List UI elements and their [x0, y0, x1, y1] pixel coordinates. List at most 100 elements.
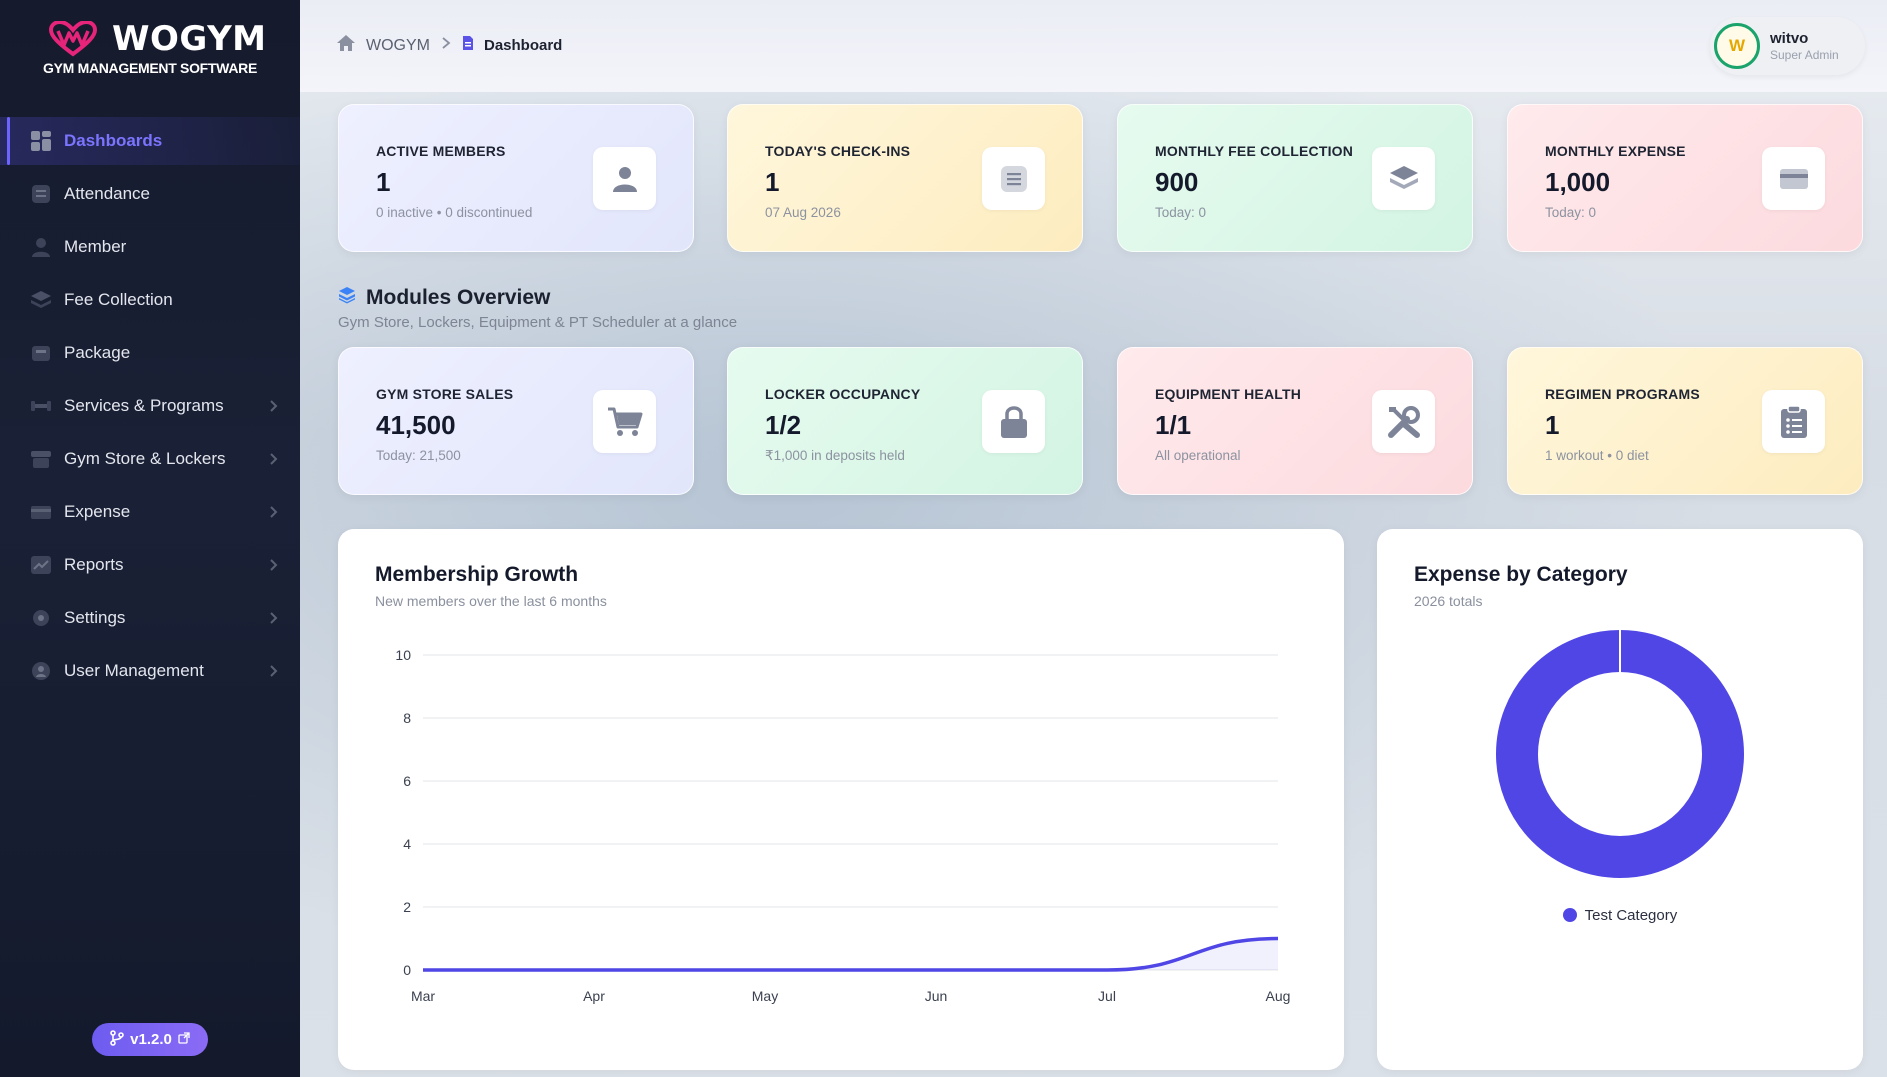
version-badge[interactable]: v1.2.0: [92, 1023, 208, 1056]
breadcrumb-root[interactable]: WOGYM: [366, 36, 430, 54]
chart-legend[interactable]: Test Category: [1377, 907, 1863, 924]
chevron-right-icon: [440, 36, 452, 55]
x-tick-label: Mar: [411, 988, 435, 1004]
stat-card-checkins[interactable]: TODAY'S CHECK-INS 1 07 Aug 2026: [727, 104, 1083, 252]
external-link-icon: [178, 1031, 190, 1048]
stat-label: MONTHLY FEE COLLECTION: [1155, 143, 1354, 159]
sidebar-item-attendance[interactable]: Attendance: [0, 170, 300, 218]
stat-value: 1: [1545, 410, 1560, 440]
x-tick-label: Jul: [1098, 988, 1116, 1004]
app-name: WOGYM: [112, 19, 267, 59]
stat-sub: 1 workout • 0 diet: [1545, 448, 1649, 463]
series-line: [423, 936, 1279, 972]
stat-sub: Today: 0: [1155, 205, 1207, 220]
expense-by-category-panel: Expense by Category 2026 totals Test Cat…: [1377, 529, 1863, 1070]
module-card-gym-store[interactable]: GYM STORE SALES 41,500 Today: 21,500: [338, 347, 694, 495]
avatar: W: [1714, 23, 1760, 69]
sidebar-item-label: Attendance: [64, 184, 151, 203]
sidebar-item-label: Fee Collection: [64, 290, 173, 309]
tools-icon: [1372, 390, 1435, 453]
person-icon: [593, 147, 656, 210]
chart-icon: [30, 554, 52, 576]
gear-icon: [30, 607, 52, 629]
sidebar-item-services-programs[interactable]: Services & Programs: [0, 382, 300, 430]
branch-icon: [110, 1029, 124, 1050]
donut-slice[interactable]: [1496, 630, 1744, 878]
series-area: [423, 938, 1278, 970]
modules-overview-title: Modules Overview: [338, 286, 550, 310]
y-tick-label: 6: [403, 773, 411, 789]
chevron-right-icon: [264, 450, 282, 468]
x-tick-label: Aug: [1266, 988, 1291, 1004]
chart-subtitle: 2026 totals: [1414, 593, 1483, 609]
card-icon: [30, 501, 52, 523]
package-icon: [30, 342, 52, 364]
lock-icon: [982, 390, 1045, 453]
clipboard-icon: [1762, 390, 1825, 453]
sidebar-item-label: Package: [64, 343, 131, 362]
user-menu[interactable]: W witvo Super Admin: [1710, 17, 1865, 75]
module-card-equipment-health[interactable]: EQUIPMENT HEALTH 1/1 All operational: [1117, 347, 1473, 495]
user-role: Super Admin: [1770, 48, 1839, 62]
module-card-regimen-programs[interactable]: REGIMEN PROGRAMS 1 1 workout • 0 diet: [1507, 347, 1863, 495]
layers-icon: [338, 286, 356, 310]
grid-icon: [30, 130, 52, 152]
layers-icon: [1372, 147, 1435, 210]
sidebar-item-label: Reports: [64, 555, 124, 574]
chevron-right-icon: [264, 556, 282, 574]
dumbbell-icon: [30, 395, 52, 417]
stat-value: 1: [376, 167, 391, 197]
logo[interactable]: WOGYM: [48, 14, 267, 64]
stat-sub: All operational: [1155, 448, 1241, 463]
stat-value: 1/2: [765, 410, 802, 440]
sidebar-item-reports[interactable]: Reports: [0, 541, 300, 589]
stat-value: 41,500: [376, 410, 456, 440]
stat-label: REGIMEN PROGRAMS: [1545, 386, 1700, 402]
home-icon[interactable]: [336, 34, 356, 57]
membership-growth-chart: 0 2 4 6 8 10 Mar Apr May Jun Jul Aug: [395, 647, 1291, 1004]
sidebar-item-member[interactable]: Member: [0, 223, 300, 271]
stat-label: EQUIPMENT HEALTH: [1155, 386, 1302, 402]
stat-sub: 07 Aug 2026: [765, 205, 841, 220]
sidebar-item-dashboards[interactable]: Dashboards: [0, 117, 300, 165]
sidebar-item-gym-store-lockers[interactable]: Gym Store & Lockers: [0, 435, 300, 483]
sidebar-item-label: Services & Programs: [64, 396, 224, 415]
sidebar-item-fee-collection[interactable]: Fee Collection: [0, 276, 300, 324]
user-name: witvo: [1770, 30, 1809, 47]
logo-heart-icon: [48, 19, 98, 57]
stat-label: GYM STORE SALES: [376, 386, 514, 402]
legend-label: Test Category: [1584, 907, 1678, 924]
legend-swatch: [1562, 908, 1577, 922]
person-icon: [30, 236, 52, 258]
x-tick-label: Apr: [583, 988, 605, 1004]
list-icon: [982, 147, 1045, 210]
user-circle-icon: [30, 660, 52, 682]
sidebar-item-label: Gym Store & Lockers: [64, 449, 226, 468]
sidebar-nav: Dashboards Attendance Member Fee Collect…: [0, 117, 300, 700]
stat-sub: Today: 21,500: [376, 448, 461, 463]
sidebar: WOGYM GYM MANAGEMENT SOFTWARE Dashboards…: [0, 0, 300, 1077]
app-tagline: GYM MANAGEMENT SOFTWARE: [43, 60, 257, 76]
stat-card-fee-collection[interactable]: MONTHLY FEE COLLECTION 900 Today: 0: [1117, 104, 1473, 252]
chart-subtitle: New members over the last 6 months: [375, 593, 607, 609]
membership-growth-panel: Membership Growth New members over the l…: [338, 529, 1344, 1070]
stat-card-monthly-expense[interactable]: MONTHLY EXPENSE 1,000 Today: 0: [1507, 104, 1863, 252]
chart-title: Expense by Category: [1414, 563, 1628, 586]
chevron-right-icon: [264, 397, 282, 415]
breadcrumb: WOGYM Dashboard: [336, 34, 562, 57]
stat-sub: ₹1,000 in deposits held: [765, 448, 905, 463]
breadcrumb-current: Dashboard: [484, 37, 563, 54]
sidebar-item-settings[interactable]: Settings: [0, 594, 300, 642]
stat-value: 900: [1155, 167, 1199, 197]
module-card-locker-occupancy[interactable]: LOCKER OCCUPANCY 1/2 ₹1,000 in deposits …: [727, 347, 1083, 495]
stat-sub: 0 inactive • 0 discontinued: [376, 205, 533, 220]
chart-title: Membership Growth: [375, 563, 579, 586]
sidebar-item-user-management[interactable]: User Management: [0, 647, 300, 695]
stat-label: MONTHLY EXPENSE: [1545, 143, 1686, 159]
sidebar-item-expense[interactable]: Expense: [0, 488, 300, 536]
sidebar-item-package[interactable]: Package: [0, 329, 300, 377]
modules-overview-subtitle: Gym Store, Lockers, Equipment & PT Sched…: [338, 314, 738, 331]
sidebar-item-label: Dashboards: [64, 131, 163, 150]
stat-card-active-members[interactable]: ACTIVE MEMBERS 1 0 inactive • 0 disconti…: [338, 104, 694, 252]
sidebar-item-label: Expense: [64, 502, 131, 521]
